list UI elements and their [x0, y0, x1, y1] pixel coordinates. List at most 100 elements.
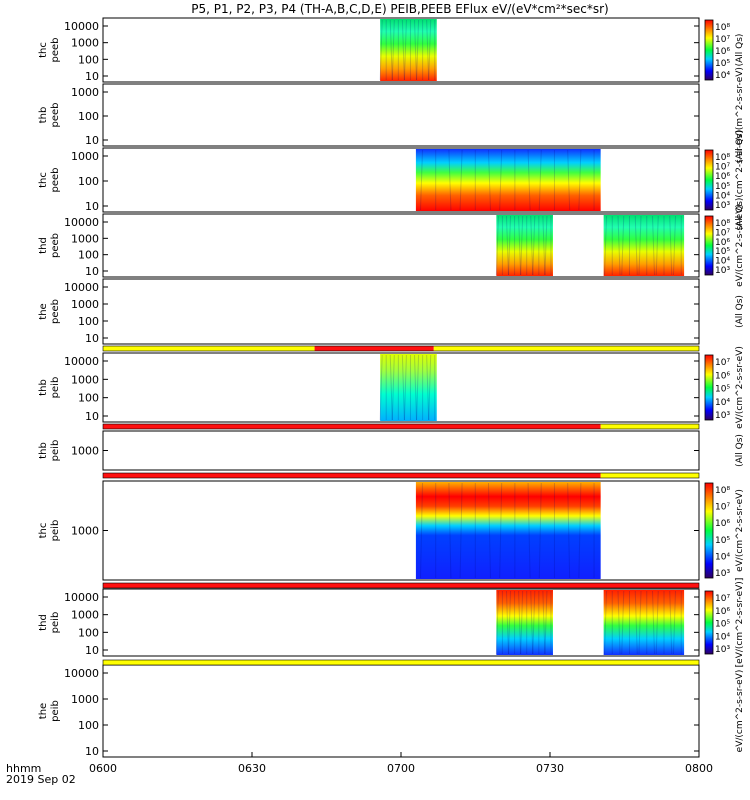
quality-flag-segment [103, 583, 699, 588]
spectrogram-texture [542, 590, 546, 655]
spectrogram-texture [426, 19, 430, 81]
panel-ylabel-product: peeb [50, 299, 61, 324]
spectrogram-texture [634, 590, 638, 655]
spectrogram-texture [419, 482, 423, 579]
panel-ylabel-probe: thd [38, 614, 49, 631]
colorbar-tick-label: 10⁶ [715, 238, 730, 248]
panel-thc-peib: thc peib 1000 10⁸ 10⁷ 10⁶ 10⁵ 10⁴ 10³ eV/(cm^2-s-… [38, 480, 745, 581]
spectrogram-texture [448, 482, 452, 579]
quality-flag-segment [433, 346, 699, 351]
spectrogram-texture [617, 215, 621, 276]
spectrogram-texture [617, 590, 621, 655]
panel-ylabel-probe: thc [38, 523, 49, 539]
panel-ylabel-product: peib [50, 520, 61, 542]
spectrogram-texture [401, 19, 405, 81]
colorbar-tick-label: 10⁷ [715, 35, 730, 45]
y-tick-label: 10000 [64, 281, 99, 294]
spectrogram-texture [505, 215, 509, 276]
colorbar-tick-label: 10⁴ [715, 632, 730, 642]
spectrogram-texture [391, 19, 395, 81]
y-tick-label: 1000 [71, 150, 99, 163]
spectrogram-texture [379, 19, 383, 81]
y-tick-label: 10 [85, 745, 99, 758]
spectrogram-texture [428, 19, 432, 81]
spectrogram-block [496, 590, 553, 655]
y-tick-label: 100 [78, 392, 99, 405]
quality-flag-segment [103, 473, 601, 478]
spectrogram-block [380, 354, 437, 421]
y-tick-label: 1000 [71, 86, 99, 99]
spectrogram-texture [401, 354, 405, 421]
spectrogram-texture [655, 590, 659, 655]
spectrogram-texture [505, 590, 509, 655]
spectrogram-texture [530, 215, 534, 276]
spectrogram-texture [638, 215, 642, 276]
spectrogram-texture [403, 354, 407, 421]
colorbar-tick-label: 10⁶ [715, 371, 730, 381]
spectrogram-texture [389, 19, 393, 81]
y-tick-label: 100 [78, 110, 99, 123]
panel-ylabel-product: peib [50, 377, 61, 399]
colorbar-label: (All Qs)(cm^2-s-sr-eV) [735, 130, 745, 231]
colorbar-tick-label: 10⁷ [715, 163, 730, 173]
y-tick-label: 100 [78, 315, 99, 328]
colorbar [704, 482, 714, 579]
colorbar-tick-label: 10⁵ [715, 536, 730, 546]
colorbar-tick-label: 10³ [715, 201, 730, 211]
panel-ylabel-product: peeb [50, 38, 61, 63]
spectrogram-texture [426, 354, 430, 421]
panel-the-peib: the peib 10000 1000 100 10 eV/(cm^2-s-sr-eV) [38, 664, 745, 758]
colorbar-label: (All Qs) [735, 34, 745, 67]
panels-layer: thc peeb1000010001001010⁸10⁷10⁶10⁵10⁴(All… [38, 17, 745, 758]
panel-frame [102, 430, 700, 471]
quality-flag-segment [600, 473, 699, 478]
colorbar-tick-label: 10⁴ [715, 257, 730, 267]
spectrogram-texture [414, 354, 418, 421]
spectrogram-texture [518, 215, 522, 276]
colorbar-tick-label: 10⁷ [715, 594, 730, 604]
panel-thb-peib-lower: thb peib 1000 (All Qs) [38, 430, 745, 471]
spectrogram-texture [532, 215, 536, 276]
panel-ylabel-probe: the [38, 303, 49, 319]
quality-flag-frame [102, 423, 700, 430]
spectrogram-texture [669, 215, 673, 276]
quality-flag-frame [102, 472, 700, 479]
colorbar-tick-label: 10³ [715, 266, 730, 276]
panel-ylabel-product: peib [50, 700, 61, 722]
panel-ylabel-product: peeb [50, 233, 61, 258]
panel-ylabel-product: peib [50, 440, 61, 462]
time-tick-label: 0730 [536, 762, 564, 775]
quality-flag-segment [600, 424, 699, 429]
y-tick-label: 10 [85, 200, 99, 213]
time-axis-date: 2019 Sep 02 [6, 773, 76, 786]
panel-frame [102, 213, 700, 278]
spectrogram-texture [499, 482, 503, 579]
y-tick-label: 100 [78, 626, 99, 639]
quality-flag-segment [103, 424, 601, 429]
spectrogram-block [603, 590, 685, 655]
spectrogram-texture [672, 590, 676, 655]
panel-frame [102, 83, 700, 147]
y-tick-label: 1000 [71, 373, 99, 386]
spectrogram-texture [604, 215, 608, 276]
spectrogram-texture [638, 590, 642, 655]
spectrogram-texture [416, 19, 420, 81]
colorbar-tick-label: 10⁵ [715, 59, 730, 69]
spectrogram-texture [651, 215, 655, 276]
quality-flag-frame [102, 582, 700, 589]
spectrogram-texture [459, 482, 463, 579]
panel-frame [102, 588, 700, 657]
colorbar-tick-label: 10⁶ [715, 172, 730, 182]
spectrogram-texture [428, 354, 432, 421]
panel-frame [102, 480, 700, 581]
time-tick-label: 0700 [387, 762, 415, 775]
colorbar-tick-label: 10⁸ [715, 486, 730, 496]
panel-thb-peeb: thb peeb 1000 100 10 (All Qs)(m^2-s-sr-eV) [38, 67, 745, 163]
spectrogram-texture [391, 354, 395, 421]
quality-flag-frame [102, 345, 700, 352]
spectrogram-texture [538, 149, 542, 211]
spectrogram-texture [538, 482, 542, 579]
